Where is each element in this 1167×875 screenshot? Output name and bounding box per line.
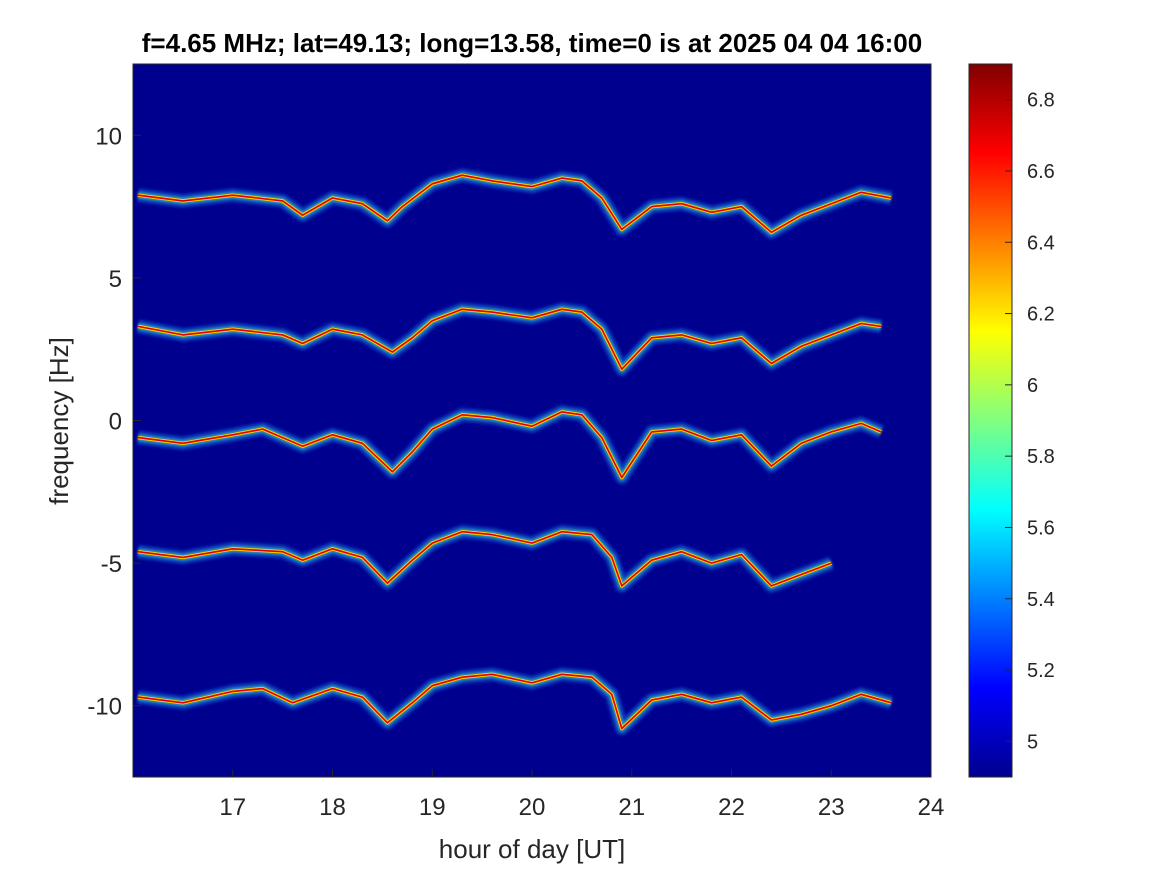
colorbar-tick-label: 6	[1027, 375, 1038, 397]
colorbar-tick-label: 6.2	[1027, 304, 1055, 326]
x-tick-label: 17	[219, 794, 246, 821]
y-axis: 10 5 0 -5 -10	[87, 123, 141, 721]
colorbar-tick-label: 6.6	[1027, 161, 1055, 183]
trace-core	[137, 530, 832, 587]
colorbar-tick-label: 5.8	[1027, 446, 1055, 468]
x-tick-label: 23	[818, 794, 845, 821]
colorbar-tick-label: 5	[1027, 731, 1038, 753]
y-tick-label: 5	[109, 266, 122, 293]
y-tick-label: -5	[101, 551, 122, 578]
x-tick-label: 18	[319, 794, 346, 821]
spectral-traces	[136, 168, 894, 736]
colorbar-tick-label: 6.4	[1027, 232, 1055, 254]
colorbar-tick-label: 5.4	[1027, 589, 1055, 611]
colorbar	[969, 64, 1012, 777]
x-axis-label: hour of day [UT]	[439, 834, 625, 864]
colorbar-tick-label: 6.8	[1027, 90, 1055, 112]
x-tick-label: 22	[718, 794, 745, 821]
y-tick-label: -10	[87, 694, 122, 721]
trace-core	[137, 673, 892, 730]
x-tick-label: 19	[419, 794, 446, 821]
colorbar-tick-label: 5.6	[1027, 517, 1055, 539]
trace-core	[137, 411, 882, 479]
colorbar-tick-label: 5.2	[1027, 660, 1055, 682]
y-tick-label: 10	[95, 123, 122, 150]
colorbar-frame	[968, 63, 1013, 778]
chart-title: f=4.65 MHz; lat=49.13; long=13.58, time=…	[142, 28, 922, 58]
x-tick-label: 24	[918, 794, 945, 821]
trace-core	[137, 174, 892, 234]
y-axis-label: frequency [Hz]	[44, 337, 74, 505]
trace-core	[137, 308, 882, 370]
x-tick-label: 20	[519, 794, 546, 821]
x-axis: 17 18 19 20 21 22 23 24	[219, 769, 944, 821]
y-tick-label: 0	[109, 409, 122, 436]
colorbar-axis: 6.8 6.6 6.4 6.2 6 5.8 5.6 5.4 5.2 5	[1005, 90, 1055, 753]
x-tick-label: 21	[618, 794, 645, 821]
